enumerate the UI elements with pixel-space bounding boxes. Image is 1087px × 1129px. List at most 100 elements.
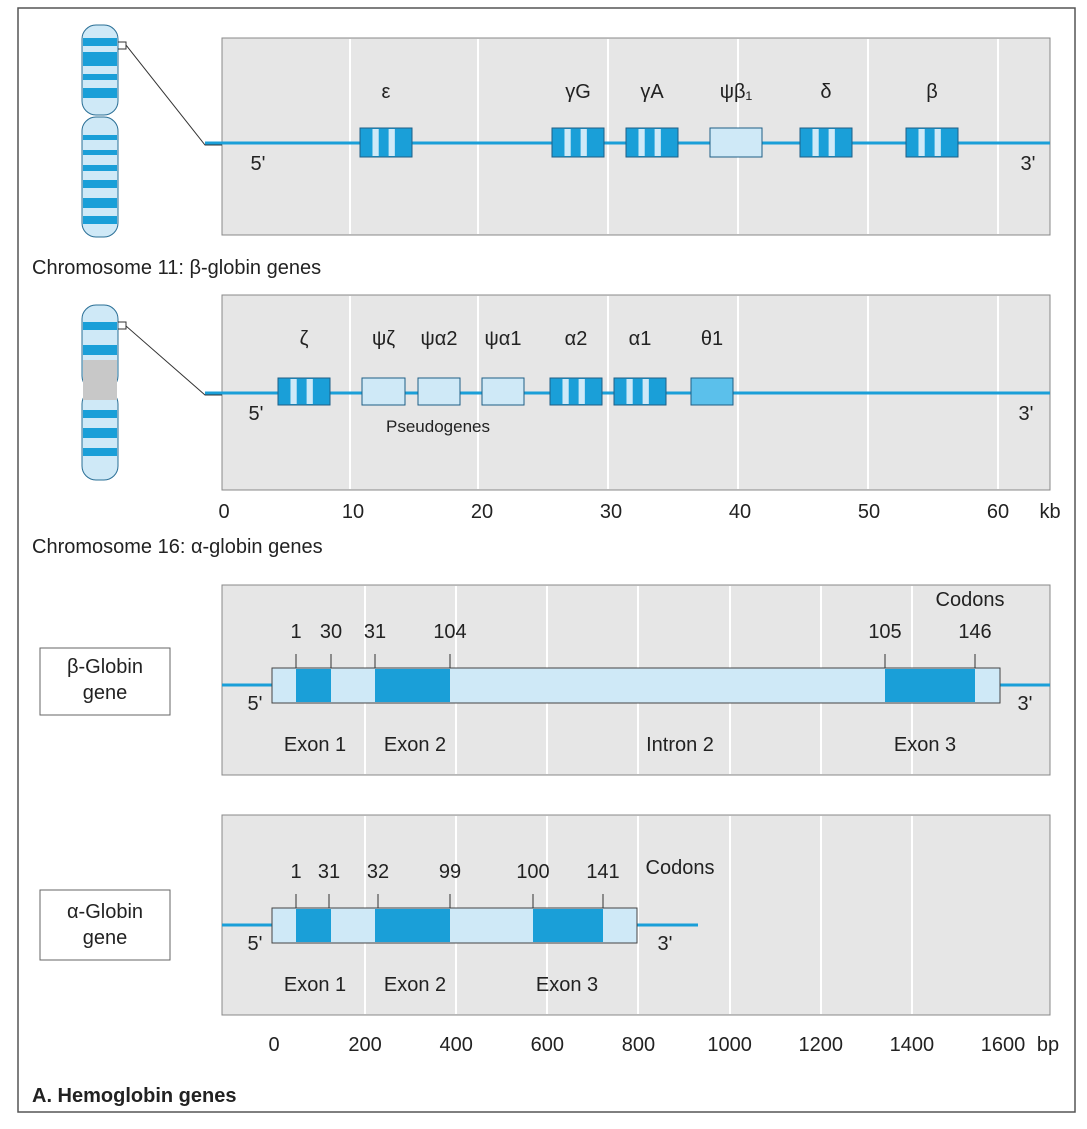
axis-tick-label: 800 <box>622 1034 655 1056</box>
codon-label: 31 <box>364 621 386 643</box>
gene-stripe <box>389 129 395 156</box>
figure: εγGγAψβ₁δβ5'3'Chromosome 11: β-globin ge… <box>0 0 1087 1124</box>
axis-tick-label: 0 <box>218 501 229 523</box>
gene-label: ε <box>382 81 391 103</box>
three-prime: 3' <box>658 933 673 955</box>
gene-stripe <box>918 129 924 156</box>
region-label: Exon 2 <box>384 734 446 756</box>
caption: Chromosome 11: β-globin genes <box>32 257 321 279</box>
axis-unit: bp <box>1037 1034 1059 1056</box>
pseudogenes-label: Pseudogenes <box>386 417 490 436</box>
gene <box>710 128 762 157</box>
exon <box>375 669 450 702</box>
exon <box>885 669 975 702</box>
codon-label: 32 <box>367 861 389 883</box>
gene-stripe <box>564 129 570 156</box>
codon-label: 100 <box>516 861 549 883</box>
gene-box-label: gene <box>83 682 128 704</box>
gene <box>550 378 602 405</box>
axis-tick-label: 1000 <box>707 1034 752 1056</box>
three-prime: 3' <box>1019 403 1034 425</box>
axis-unit: kb <box>1039 501 1060 523</box>
axis-tick-label: 1600 <box>981 1034 1026 1056</box>
gene <box>362 378 405 405</box>
gene-stripe <box>562 379 568 404</box>
gene-stripe <box>290 379 296 404</box>
axis-tick-label: 400 <box>440 1034 473 1056</box>
gene-label: ψα2 <box>421 328 458 350</box>
codon-label: 30 <box>320 621 342 643</box>
exon <box>296 909 331 942</box>
axis-tick-label: 1400 <box>890 1034 935 1056</box>
caption: Chromosome 16: α-globin genes <box>32 536 323 558</box>
gene <box>800 128 852 157</box>
codon-label: 1 <box>290 861 301 883</box>
codon-label: 141 <box>586 861 619 883</box>
gene-stripe <box>581 129 587 156</box>
gene-label: γG <box>565 81 591 103</box>
axis-tick-label: 0 <box>268 1034 279 1056</box>
exon <box>375 909 450 942</box>
axis-tick-label: 1200 <box>798 1034 843 1056</box>
region-label: Intron 2 <box>646 734 714 756</box>
axis-tick-label: 600 <box>531 1034 564 1056</box>
gene-stripe <box>638 129 644 156</box>
codon-label: 104 <box>433 621 466 643</box>
gene-stripe <box>307 379 313 404</box>
region-label: Exon 2 <box>384 974 446 996</box>
gene-label: ψβ₁ <box>720 81 753 103</box>
gene-label: ζ <box>300 328 309 350</box>
region-label: Exon 3 <box>894 734 956 756</box>
five-prime: 5' <box>248 693 263 715</box>
gene <box>626 128 678 157</box>
gene-box-label: α-Globin <box>67 901 143 923</box>
gene <box>614 378 666 405</box>
gene-label: α1 <box>629 328 652 350</box>
codon-label: 1 <box>290 621 301 643</box>
axis-tick-label: 20 <box>471 501 493 523</box>
gene <box>552 128 604 157</box>
gene-box-label: gene <box>83 927 128 949</box>
gene-stripe <box>935 129 941 156</box>
gene <box>418 378 460 405</box>
five-prime: 5' <box>249 403 264 425</box>
axis-tick-label: 50 <box>858 501 880 523</box>
gene-stripe <box>626 379 632 404</box>
region-label: Exon 3 <box>536 974 598 996</box>
codon-label: 146 <box>958 621 991 643</box>
region-label: Exon 1 <box>284 974 346 996</box>
gene <box>278 378 330 405</box>
axis-tick-label: 30 <box>600 501 622 523</box>
codon-label: 31 <box>318 861 340 883</box>
gene-label: θ1 <box>701 328 723 350</box>
gene <box>906 128 958 157</box>
codons-title: Codons <box>646 857 715 879</box>
footer: A. Hemoglobin genes <box>32 1085 236 1107</box>
region-label: Exon 1 <box>284 734 346 756</box>
gene-label: δ <box>820 81 831 103</box>
gene-stripe <box>655 129 661 156</box>
gene-label: γA <box>640 81 664 103</box>
codon-label: 99 <box>439 861 461 883</box>
axis-tick-label: 40 <box>729 501 751 523</box>
gene <box>360 128 412 157</box>
three-prime: 3' <box>1018 693 1033 715</box>
codons-title: Codons <box>936 589 1005 611</box>
gene <box>691 378 733 405</box>
gene-label: ψζ <box>372 328 395 350</box>
gene-label: α2 <box>565 328 588 350</box>
five-prime: 5' <box>248 933 263 955</box>
page: { "chromosome_11": { "genes": ["ε", "γG"… <box>0 0 1087 1129</box>
three-prime: 3' <box>1021 153 1036 175</box>
axis-tick-label: 60 <box>987 501 1009 523</box>
exon <box>533 909 603 942</box>
exon <box>296 669 331 702</box>
axis-tick-label: 10 <box>342 501 364 523</box>
gene-stripe <box>643 379 649 404</box>
five-prime: 5' <box>251 153 266 175</box>
gene-stripe <box>579 379 585 404</box>
codon-label: 105 <box>868 621 901 643</box>
gene <box>482 378 524 405</box>
gene-stripe <box>829 129 835 156</box>
gene-stripe <box>812 129 818 156</box>
